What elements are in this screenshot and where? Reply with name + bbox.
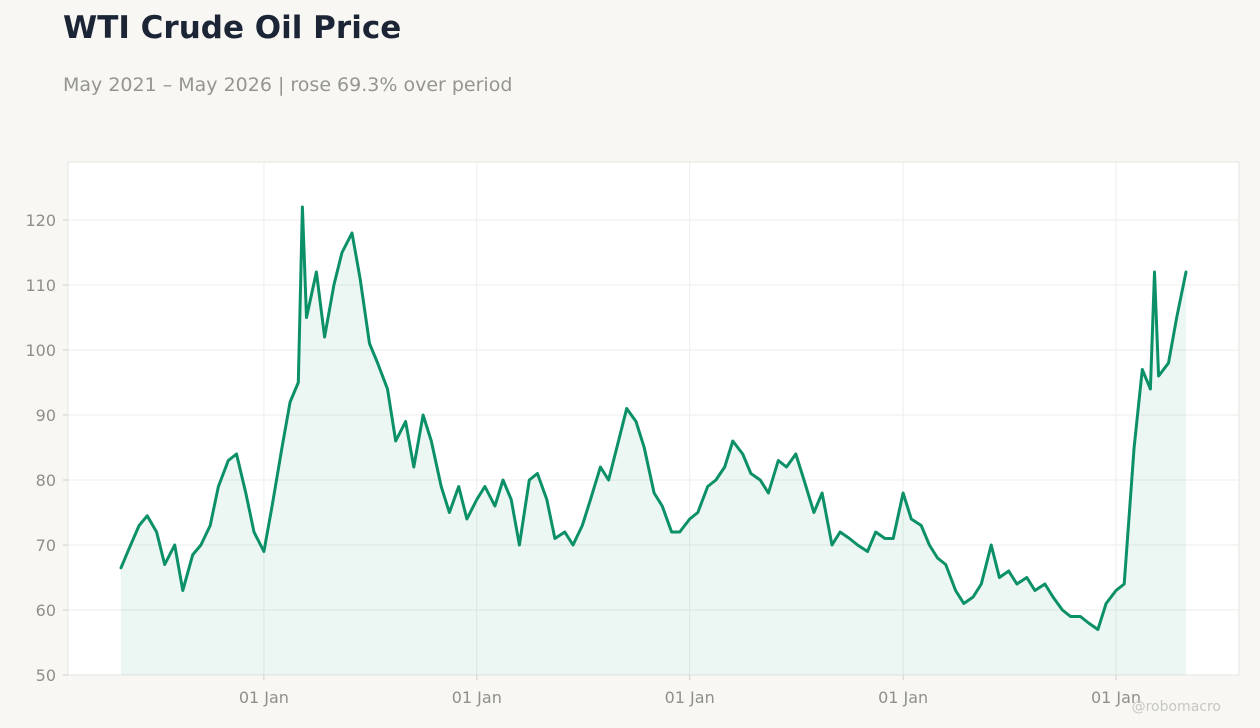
x-tick-label: 01 Jan (1091, 688, 1141, 707)
x-axis: 01 Jan 01 Jan 01 Jan 01 Jan 01 Jan (239, 675, 1141, 707)
y-tick-label: 80 (36, 471, 56, 490)
y-axis: 50 60 70 80 90 100 110 120 (25, 211, 68, 685)
credit-text: @robomacro (1132, 699, 1221, 715)
y-tick-label: 120 (25, 211, 56, 230)
series-area (121, 207, 1186, 675)
y-tick-label: 100 (25, 341, 56, 360)
x-tick-label: 01 Jan (665, 688, 715, 707)
x-tick-label: 01 Jan (452, 688, 502, 707)
x-tick-label: 01 Jan (239, 688, 289, 707)
y-tick-label: 90 (36, 406, 56, 425)
y-tick-label: 70 (36, 536, 56, 555)
line-layer (119, 205, 1188, 631)
y-tick-label: 110 (25, 276, 56, 295)
grid-lines (68, 162, 1239, 675)
area-layer (121, 207, 1186, 675)
series-line (119, 205, 1188, 631)
y-tick-label: 50 (36, 666, 56, 685)
plot-area (67, 161, 1240, 676)
chart-title: WTI Crude Oil Price (63, 10, 402, 46)
chart-subtitle: May 2021 – May 2026 | rose 69.3% over pe… (63, 74, 513, 96)
y-tick-label: 60 (36, 601, 56, 620)
x-tick-label: 01 Jan (878, 688, 928, 707)
